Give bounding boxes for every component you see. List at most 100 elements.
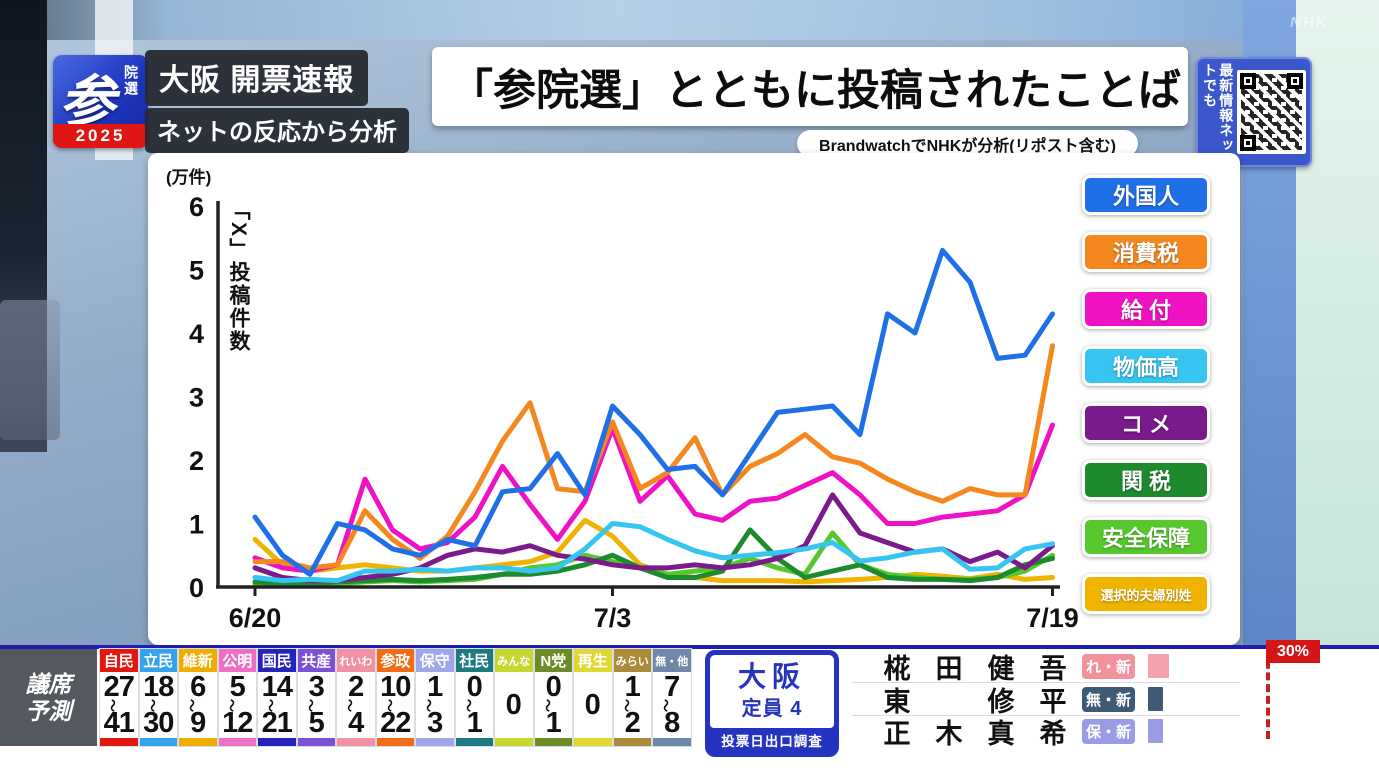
party-underline xyxy=(613,738,651,746)
seats-low: 14 xyxy=(261,670,293,703)
party-column-みらい: みらい 1 〜 2 xyxy=(613,649,651,746)
candidate-row: 正木真希保・新 xyxy=(852,715,1163,749)
legend-item-外国人: 外国人 xyxy=(1082,175,1210,215)
qr-caption: 最新情報ネットでも xyxy=(1202,63,1235,153)
party-underline xyxy=(179,738,217,746)
election-badge-year: 2025 xyxy=(53,124,148,148)
district-name: 大阪 xyxy=(737,661,806,693)
range-tilde: 〜 xyxy=(342,698,358,712)
seats-low: 0 xyxy=(545,670,562,703)
seats-low: 2 xyxy=(348,670,364,703)
party-underline xyxy=(337,738,375,746)
series-line-外国人 xyxy=(252,247,1055,577)
qr-code-icon xyxy=(1237,70,1306,154)
range-tilde: 〜 xyxy=(460,698,476,712)
election-badge: 参 院選 2025 xyxy=(53,55,148,148)
svg-text:1: 1 xyxy=(189,510,204,540)
party-column-共産: 共産 3 〜 5 xyxy=(297,649,335,746)
party-underline xyxy=(376,738,414,746)
y-axis-title: 「X」投稿件数 xyxy=(227,199,250,354)
party-column-維新: 維新 6 〜 9 xyxy=(179,649,217,746)
candidate-name: 正木真希 xyxy=(883,718,1067,749)
seats-high: 1 xyxy=(545,706,562,739)
range-tilde: 〜 xyxy=(539,698,555,712)
party-name: 維新 xyxy=(179,649,217,672)
range-tilde: 〜 xyxy=(618,698,634,712)
party-name: N党 xyxy=(534,649,572,672)
party-column-無・他: 無・他 7 〜 8 xyxy=(653,649,691,746)
svg-text:(万件): (万件) xyxy=(166,167,211,187)
seats-high: 4 xyxy=(348,706,364,739)
party-column-みんな: みんな 0 xyxy=(495,649,533,746)
range-tilde: 〜 xyxy=(421,698,437,712)
party-column-国民: 国民 14 〜 21 xyxy=(258,649,296,746)
party-underline xyxy=(100,738,138,746)
party-forecast-row: 自民 27 〜 41 立民 18 〜 30 維新 6 〜 9 公明 5 〜 12 国民 14 〜 21 共産 3 〜 5 れいわ… xyxy=(100,649,691,746)
party-name: 立民 xyxy=(139,649,177,672)
seats-low: 3 xyxy=(308,670,325,703)
svg-text:3: 3 xyxy=(189,383,204,413)
seats-low: 5 xyxy=(229,670,246,703)
party-underline xyxy=(653,738,691,746)
party-underline xyxy=(455,738,493,746)
range-tilde: 〜 xyxy=(144,698,160,712)
series-line-給付 xyxy=(252,422,1055,574)
party-name: 再生 xyxy=(574,649,612,672)
seats-low: 0 xyxy=(466,670,483,703)
seats-low: 10 xyxy=(380,670,411,703)
source-note: BrandwatchでNHKが分析(リポスト含む) xyxy=(819,137,1116,155)
main-title-box: 「参院選」とともに投稿されたことば xyxy=(432,47,1188,126)
seat-forecast-label: 議席 予測 xyxy=(0,649,97,746)
svg-text:6/20: 6/20 xyxy=(229,603,282,633)
seats-high: 30 xyxy=(143,706,174,739)
main-title: 「参院選」とともに投稿されたことば xyxy=(450,66,1181,115)
seats-low: 18 xyxy=(143,670,174,703)
candidate-party-badge: 保・新 xyxy=(1082,718,1135,744)
seats-high: 21 xyxy=(261,706,293,739)
party-underline xyxy=(297,738,335,746)
source-note-pill: BrandwatchでNHKが分析(リポスト含む) xyxy=(797,130,1138,157)
party-underline xyxy=(218,738,256,746)
seats-high: 1 xyxy=(466,706,483,739)
party-column-立民: 立民 18 〜 30 xyxy=(139,649,177,746)
topic-line1: 大阪 開票速報 xyxy=(145,50,369,106)
candidate-row: 椛田健吾れ・新 xyxy=(852,650,1169,684)
party-underline xyxy=(574,738,612,746)
series-line-消費税 xyxy=(252,343,1055,571)
svg-text:7/3: 7/3 xyxy=(594,603,632,633)
chart-panel: 0 1 2 3 4 5 6 (万件) 6/20 7/3 7/19 「X」投稿件数 外国人 消費税給 付… xyxy=(148,153,1240,645)
seats-high: 41 xyxy=(103,706,135,739)
election-badge-sub: 院選 xyxy=(123,65,139,97)
legend-item-安全保障: 安全保障 xyxy=(1082,517,1210,557)
row-separator xyxy=(852,682,1240,683)
seats-low: 7 xyxy=(664,670,680,703)
party-name: みらい xyxy=(613,649,651,672)
party-column-公明: 公明 5 〜 12 xyxy=(218,649,256,746)
seats-high: 12 xyxy=(222,706,253,739)
range-tilde: 〜 xyxy=(223,698,239,712)
threshold-30pct-badge: 30% xyxy=(1266,640,1320,663)
party-column-れいわ: れいわ 2 〜 4 xyxy=(337,649,375,746)
range-tilde: 〜 xyxy=(658,698,674,712)
ticker-top-rule xyxy=(0,645,1379,649)
series-line-物価高 xyxy=(252,521,1055,584)
party-name: みんな xyxy=(495,649,533,672)
party-underline xyxy=(416,738,454,746)
seats-high: 3 xyxy=(427,706,443,739)
qr-panel: 最新情報ネットでも xyxy=(1196,57,1312,167)
election-badge-kanji: 参 xyxy=(59,70,115,133)
seats-high: 2 xyxy=(624,706,641,739)
chart-legend: 外国人 消費税給 付物価高コ メ関 税安全保障 選択的夫婦別姓 xyxy=(1082,175,1210,614)
legend-item-関税: 関 税 xyxy=(1082,460,1210,500)
candidate-row: 東修平無・新 xyxy=(852,683,1163,717)
party-name: 公明 xyxy=(218,649,256,672)
party-name: 無・他 xyxy=(653,649,691,672)
svg-text:4: 4 xyxy=(189,319,204,349)
legend-item-消費税: 消費税 xyxy=(1082,232,1210,272)
party-name: 参政 xyxy=(376,649,414,672)
seats-low: 1 xyxy=(427,670,443,703)
district-box: 大阪 定員 4 投票日出口調査 xyxy=(705,650,839,757)
seats-high: 9 xyxy=(190,706,206,739)
topic-line2: ネットの反応から分析 xyxy=(145,108,409,153)
